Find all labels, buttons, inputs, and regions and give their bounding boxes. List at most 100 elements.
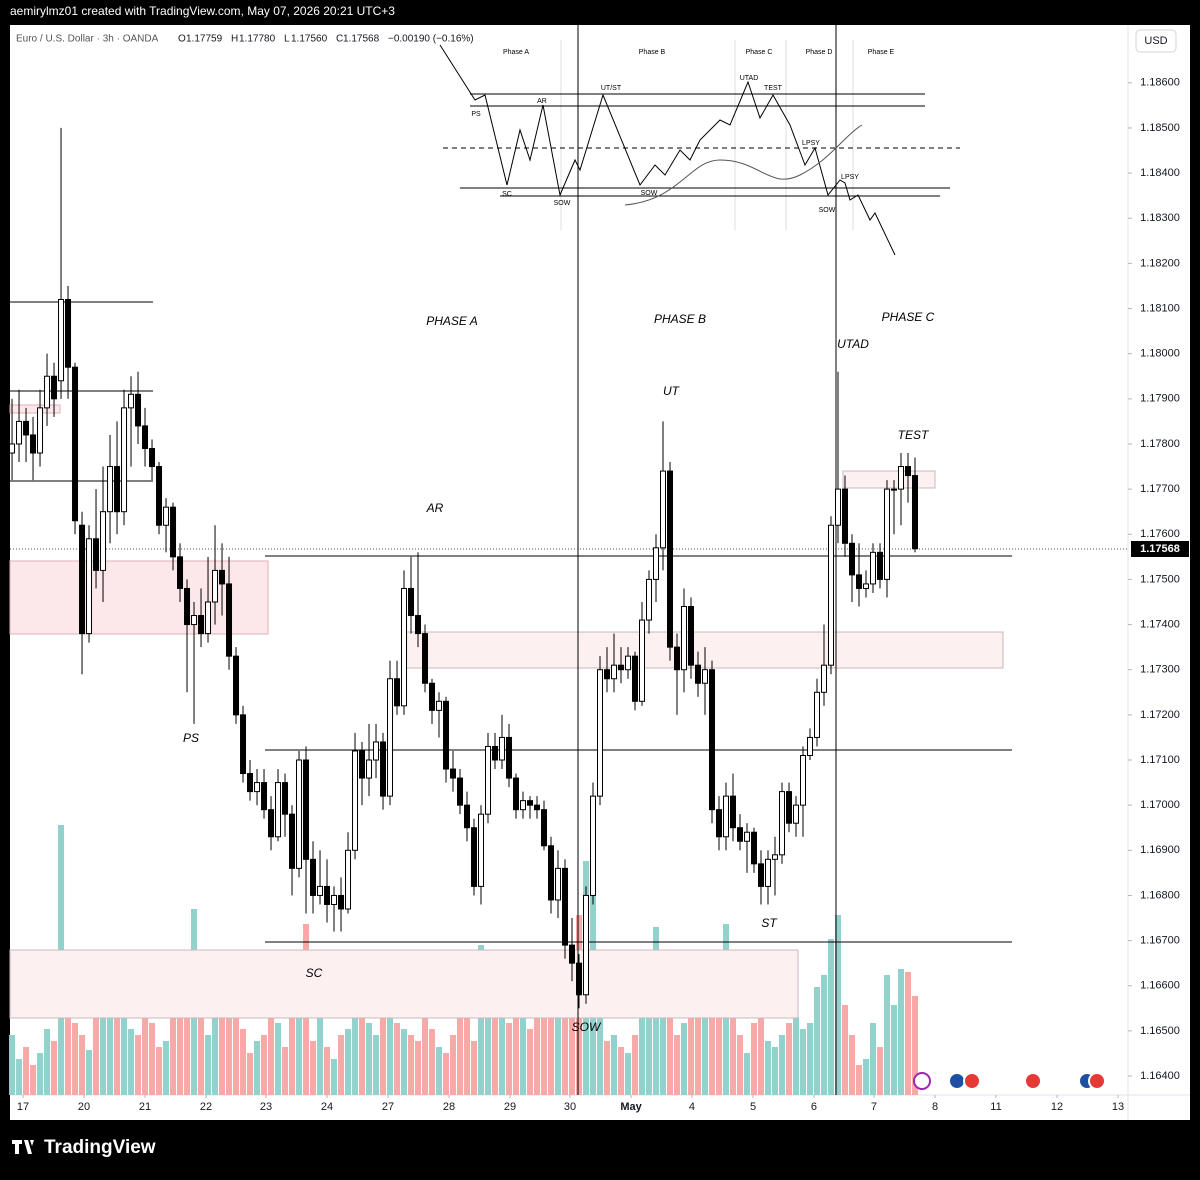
candle-body [632,655,639,702]
volume-bar [338,1035,345,1095]
candle-body [520,800,527,811]
volume-bar [128,1029,135,1095]
candle-body [695,664,702,684]
candle-body [758,863,765,887]
candle-body [135,393,142,427]
volume-bar [9,1035,16,1095]
volume-bar [359,975,366,1095]
volume-bar [275,1023,282,1095]
candle-body [191,615,198,626]
inset-label: TEST [764,85,783,92]
y-tick-label: 1.18100 [1140,302,1180,314]
volume-bar [79,1035,86,1095]
candle-body [142,425,149,449]
x-tick-label: 8 [932,1101,938,1113]
volume-bar [513,1011,520,1095]
candle-body [751,831,758,865]
currency[interactable]: USD [1144,35,1167,47]
candle-body [366,759,373,779]
volume-bar [758,1017,765,1095]
volume-bar [380,1017,387,1095]
volume-bar [904,972,911,1095]
zone [9,949,799,1019]
candle-body [275,782,282,838]
candle-body [485,745,492,815]
volume-bar [331,1059,338,1095]
volume-bar [911,996,918,1095]
inset-label: Phase D [806,49,833,56]
candle-body [324,885,331,905]
volume-bar [772,1047,779,1095]
candle-body [835,488,842,526]
x-tick-label: 28 [443,1101,455,1113]
volume-bar [646,987,653,1095]
candle-body [541,809,548,847]
candle-body [793,804,800,824]
event-icon [913,1072,931,1090]
candle-body [828,524,835,666]
legend-key: L [284,34,290,45]
volume-bar [436,1047,443,1095]
event-icon [1088,1072,1106,1090]
inset-label: SC [502,191,512,198]
candle-body [709,669,716,811]
volume-bar [387,1005,394,1095]
volume-bar [282,1047,289,1095]
candle-body [597,669,604,797]
volume-bar [44,1029,51,1095]
event-icon [963,1072,981,1090]
annotation: SOW [572,1020,602,1034]
candle-body [247,773,254,793]
annotation: PS [183,731,199,745]
candle-body [16,420,23,445]
volume-bar [135,1035,142,1095]
y-tick-label: 1.17200 [1140,709,1180,721]
volume-bar [639,975,646,1095]
volume-bar [681,1023,688,1095]
event-icon [1024,1072,1042,1090]
legend-change: −0.00190 (−0.16%) [388,34,474,45]
y-tick-label: 1.18300 [1140,212,1180,224]
volume-bar [170,1011,177,1095]
legend-value: 1.17759 [186,34,223,45]
x-tick-label: 13 [1112,1101,1124,1113]
candle-body [464,804,471,829]
annotation: UTAD [837,337,869,351]
candle-body [499,736,506,761]
candle-body [86,538,93,635]
volume-bar [793,1017,800,1095]
candle-body [779,791,786,856]
currency-button[interactable] [1135,29,1177,53]
y-tick-label: 1.18600 [1140,77,1180,89]
volume-bar [730,993,737,1095]
event-icon [948,1072,966,1090]
inset-label: UT/ST [601,85,622,92]
candles [9,127,918,1009]
candle-body [121,407,128,513]
candle-body [163,506,170,526]
inset-label: Phase E [868,49,895,56]
volume-bar [632,1035,639,1095]
candle-body [100,511,107,571]
volume-bar [240,1029,247,1095]
candle-body [674,646,681,671]
volume-bar [352,1005,359,1095]
zone [842,470,936,489]
volume-bar [618,1047,625,1095]
x-tick-label: 7 [871,1101,877,1113]
candle-body [842,488,849,544]
annotation: UT [663,384,681,398]
candle-body [772,854,779,860]
x-tick-label: 22 [200,1101,212,1113]
volume-bar [862,1059,869,1095]
last-price-box [1131,541,1189,557]
volume-bar [716,969,723,1095]
volume-bar [457,1011,464,1095]
candle-body [303,759,310,860]
x-tick-label: 27 [382,1101,394,1113]
legend-value: 1.17780 [239,34,276,45]
candle-body [450,768,457,779]
volume-bar [569,963,576,1095]
y-tick-label: 1.18200 [1140,257,1180,269]
